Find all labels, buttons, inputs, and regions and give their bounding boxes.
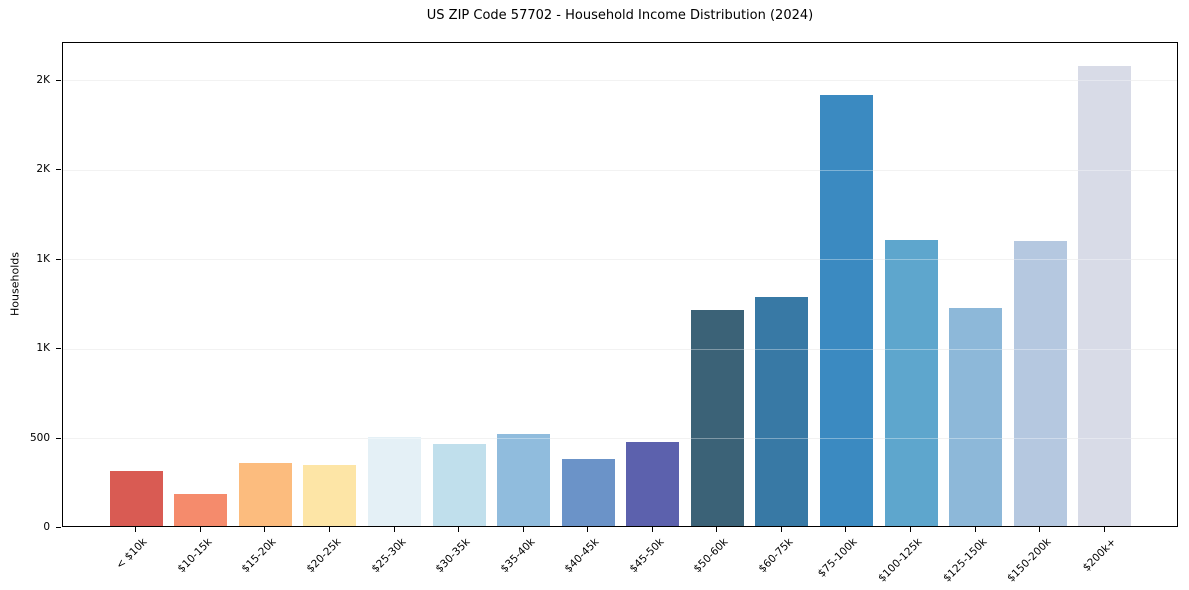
gridline-overlay bbox=[63, 259, 1177, 261]
bar bbox=[949, 307, 1003, 526]
x-tick-mark bbox=[1103, 527, 1105, 532]
x-tick-mark bbox=[651, 527, 653, 532]
x-tick-mark bbox=[264, 527, 266, 532]
x-tick-mark bbox=[458, 527, 460, 532]
plot-area bbox=[62, 42, 1178, 527]
y-tick-label: 2K bbox=[36, 73, 50, 86]
x-tick-label: $75-100k bbox=[816, 536, 860, 580]
y-tick-mark bbox=[56, 169, 61, 171]
y-tick-mark bbox=[56, 437, 61, 439]
x-tick-label: $50-60k bbox=[691, 536, 731, 576]
gridline-overlay bbox=[63, 169, 1177, 171]
bar bbox=[1013, 241, 1067, 526]
x-tick-mark bbox=[328, 527, 330, 532]
gridline bbox=[63, 169, 1177, 171]
gridline bbox=[63, 438, 1177, 440]
bar bbox=[238, 463, 292, 526]
x-tick-label: $45-50k bbox=[627, 536, 667, 576]
x-tick-mark bbox=[393, 527, 395, 532]
bar bbox=[174, 493, 228, 526]
bar bbox=[109, 471, 163, 526]
gridline-overlay bbox=[63, 348, 1177, 350]
x-tick-label: $30-35k bbox=[433, 536, 473, 576]
bar bbox=[819, 94, 873, 526]
bar bbox=[561, 458, 615, 526]
bar bbox=[690, 310, 744, 526]
x-tick-mark bbox=[780, 527, 782, 532]
y-tick-label: 2K bbox=[36, 163, 50, 176]
y-tick-mark bbox=[56, 527, 61, 528]
bar bbox=[755, 296, 809, 526]
y-tick-label: 500 bbox=[29, 431, 50, 444]
bar bbox=[884, 239, 938, 526]
x-tick-label: $15-20k bbox=[239, 536, 279, 576]
x-tick-label: $10-15k bbox=[175, 536, 215, 576]
bar bbox=[1078, 66, 1132, 526]
x-tick-mark bbox=[135, 527, 137, 532]
x-tick-mark bbox=[716, 527, 718, 532]
x-tick-label: < $10k bbox=[114, 536, 150, 572]
bar bbox=[432, 443, 486, 526]
y-tick-label: 1K bbox=[36, 252, 50, 265]
gridline-overlay bbox=[63, 438, 1177, 440]
x-tick-mark bbox=[910, 527, 912, 532]
y-tick-mark bbox=[56, 258, 61, 260]
bar bbox=[497, 433, 551, 526]
x-tick-label: $100-125k bbox=[875, 536, 925, 585]
y-tick-label: 0 bbox=[43, 521, 50, 533]
gridline-overlay bbox=[63, 80, 1177, 82]
x-tick-mark bbox=[587, 527, 589, 532]
chart-title: US ZIP Code 57702 - Household Income Dis… bbox=[426, 8, 814, 23]
x-tick-label: $20-25k bbox=[304, 536, 344, 576]
gridline bbox=[63, 80, 1177, 82]
y-tick-mark bbox=[56, 79, 61, 81]
x-tick-label: $40-45k bbox=[562, 536, 602, 576]
y-tick-mark bbox=[56, 348, 61, 350]
bar bbox=[368, 437, 422, 526]
x-tick-label: $60-75k bbox=[756, 536, 796, 576]
bar bbox=[626, 441, 680, 526]
x-tick-mark bbox=[974, 527, 976, 532]
gridline bbox=[63, 259, 1177, 261]
x-tick-label: $200k+ bbox=[1080, 536, 1119, 574]
x-tick-mark bbox=[1039, 527, 1041, 532]
x-tick-label: $25-30k bbox=[368, 536, 409, 576]
x-tick-label: $150-200k bbox=[1005, 536, 1054, 585]
x-tick-mark bbox=[199, 527, 201, 532]
x-tick-mark bbox=[522, 527, 524, 532]
x-tick-mark bbox=[845, 527, 847, 532]
y-tick-label: 1K bbox=[36, 342, 50, 355]
gridline bbox=[63, 348, 1177, 350]
x-tick-label: $35-40k bbox=[498, 536, 538, 576]
bar bbox=[303, 465, 357, 526]
x-tick-label: $125-150k bbox=[940, 536, 990, 585]
